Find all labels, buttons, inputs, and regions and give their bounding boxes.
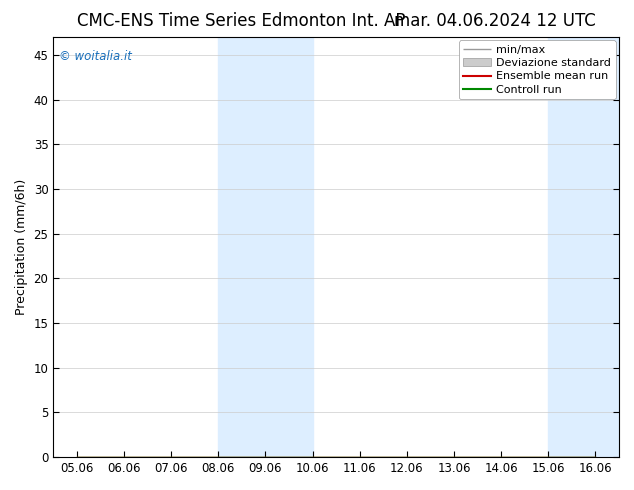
Bar <box>548 37 634 457</box>
Bar <box>218 37 313 457</box>
Legend: min/max, Deviazione standard, Ensemble mean run, Controll run: min/max, Deviazione standard, Ensemble m… <box>458 40 616 99</box>
Text: © woitalia.it: © woitalia.it <box>59 49 132 63</box>
Y-axis label: Precipitation (mm/6h): Precipitation (mm/6h) <box>15 179 28 315</box>
Text: mar. 04.06.2024 12 UTC: mar. 04.06.2024 12 UTC <box>394 12 595 30</box>
Text: CMC-ENS Time Series Edmonton Int. AP: CMC-ENS Time Series Edmonton Int. AP <box>77 12 405 30</box>
